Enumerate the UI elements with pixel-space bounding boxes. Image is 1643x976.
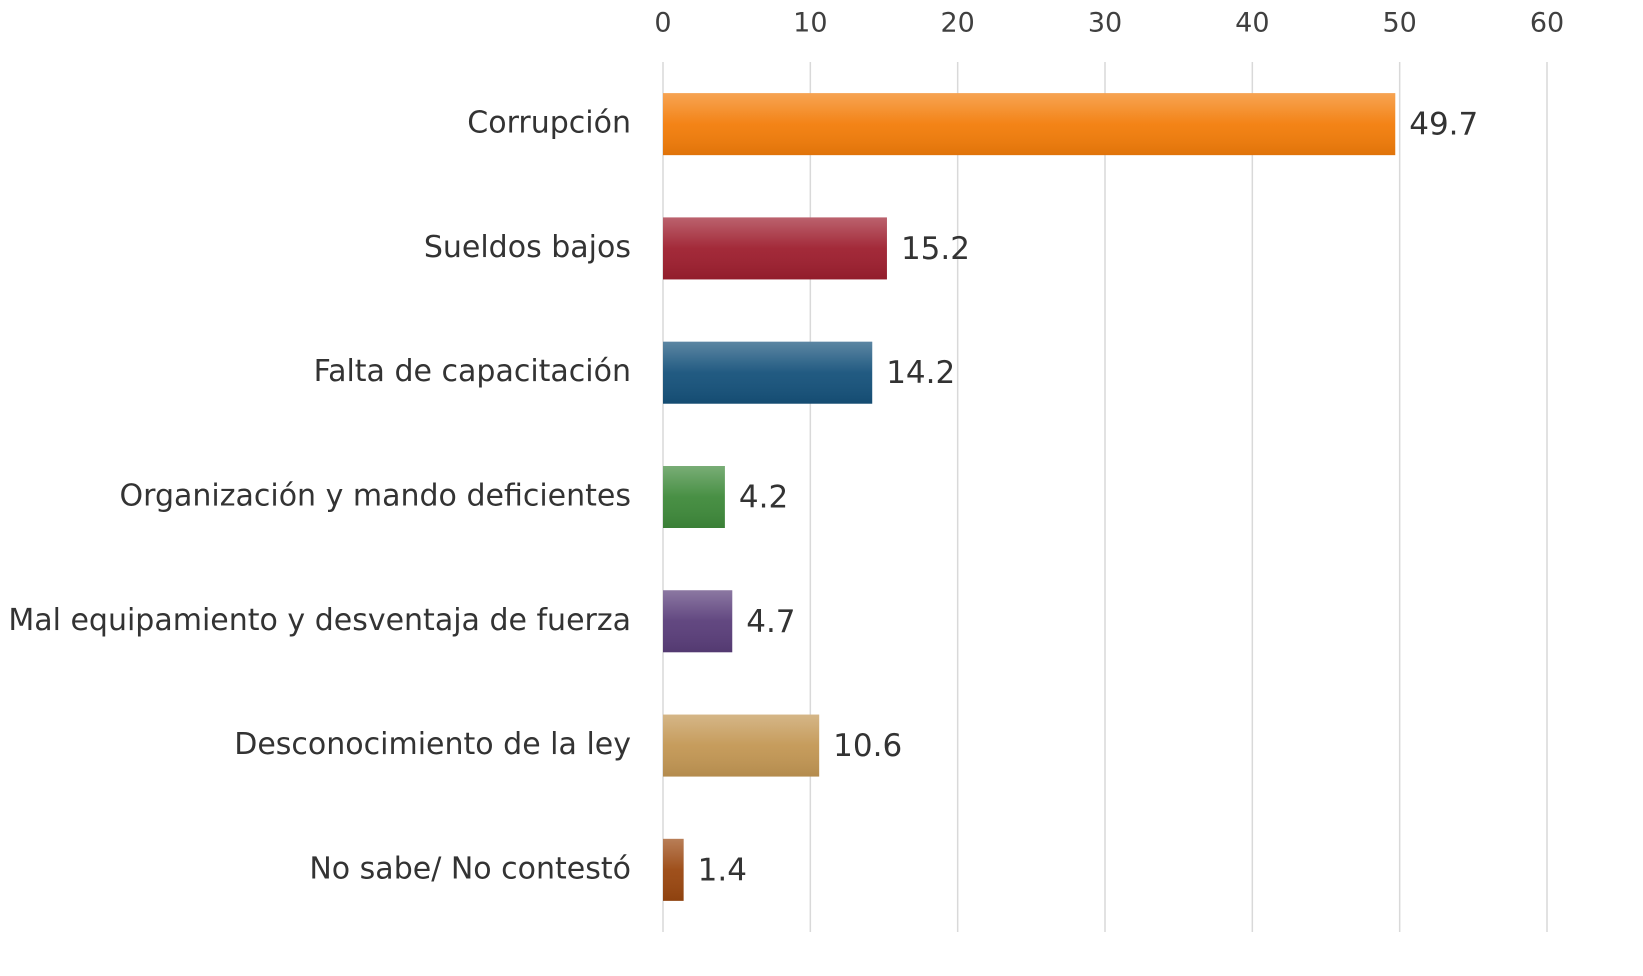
value-label: 4.7 bbox=[746, 604, 795, 640]
x-tick-label: 60 bbox=[1530, 8, 1564, 39]
y-tick-label: Mal equipamiento y desventaja de fuerza bbox=[8, 603, 631, 638]
y-tick-label: Desconocimiento de la ley bbox=[234, 727, 631, 762]
x-tick-label: 50 bbox=[1382, 8, 1416, 39]
bar-shine bbox=[663, 341, 873, 404]
bar-shine bbox=[663, 93, 1396, 156]
bar-shine bbox=[663, 714, 820, 777]
x-tick-label: 30 bbox=[1088, 8, 1122, 39]
x-tick-label: 20 bbox=[940, 8, 974, 39]
bar-shine bbox=[663, 466, 725, 528]
bar-shine bbox=[663, 838, 684, 901]
bar-shine bbox=[663, 217, 887, 280]
value-label: 49.7 bbox=[1409, 107, 1478, 143]
y-tick-label: No sabe/ No contestó bbox=[309, 851, 631, 886]
x-tick-label: 10 bbox=[793, 8, 827, 39]
x-tick-label: 40 bbox=[1235, 8, 1269, 39]
value-label: 15.2 bbox=[901, 231, 970, 267]
value-label: 4.2 bbox=[739, 480, 788, 516]
y-tick-label: Organización y mando deficientes bbox=[120, 479, 631, 514]
y-tick-label: Corrupción bbox=[467, 106, 631, 141]
bar-shine bbox=[663, 590, 733, 653]
y-tick-label: Falta de capacitación bbox=[314, 354, 631, 389]
value-label: 14.2 bbox=[886, 355, 955, 391]
value-label: 1.4 bbox=[698, 852, 747, 888]
value-label: 10.6 bbox=[833, 728, 902, 764]
x-tick-label: 0 bbox=[654, 8, 671, 39]
y-tick-label: Sueldos bajos bbox=[424, 230, 631, 265]
